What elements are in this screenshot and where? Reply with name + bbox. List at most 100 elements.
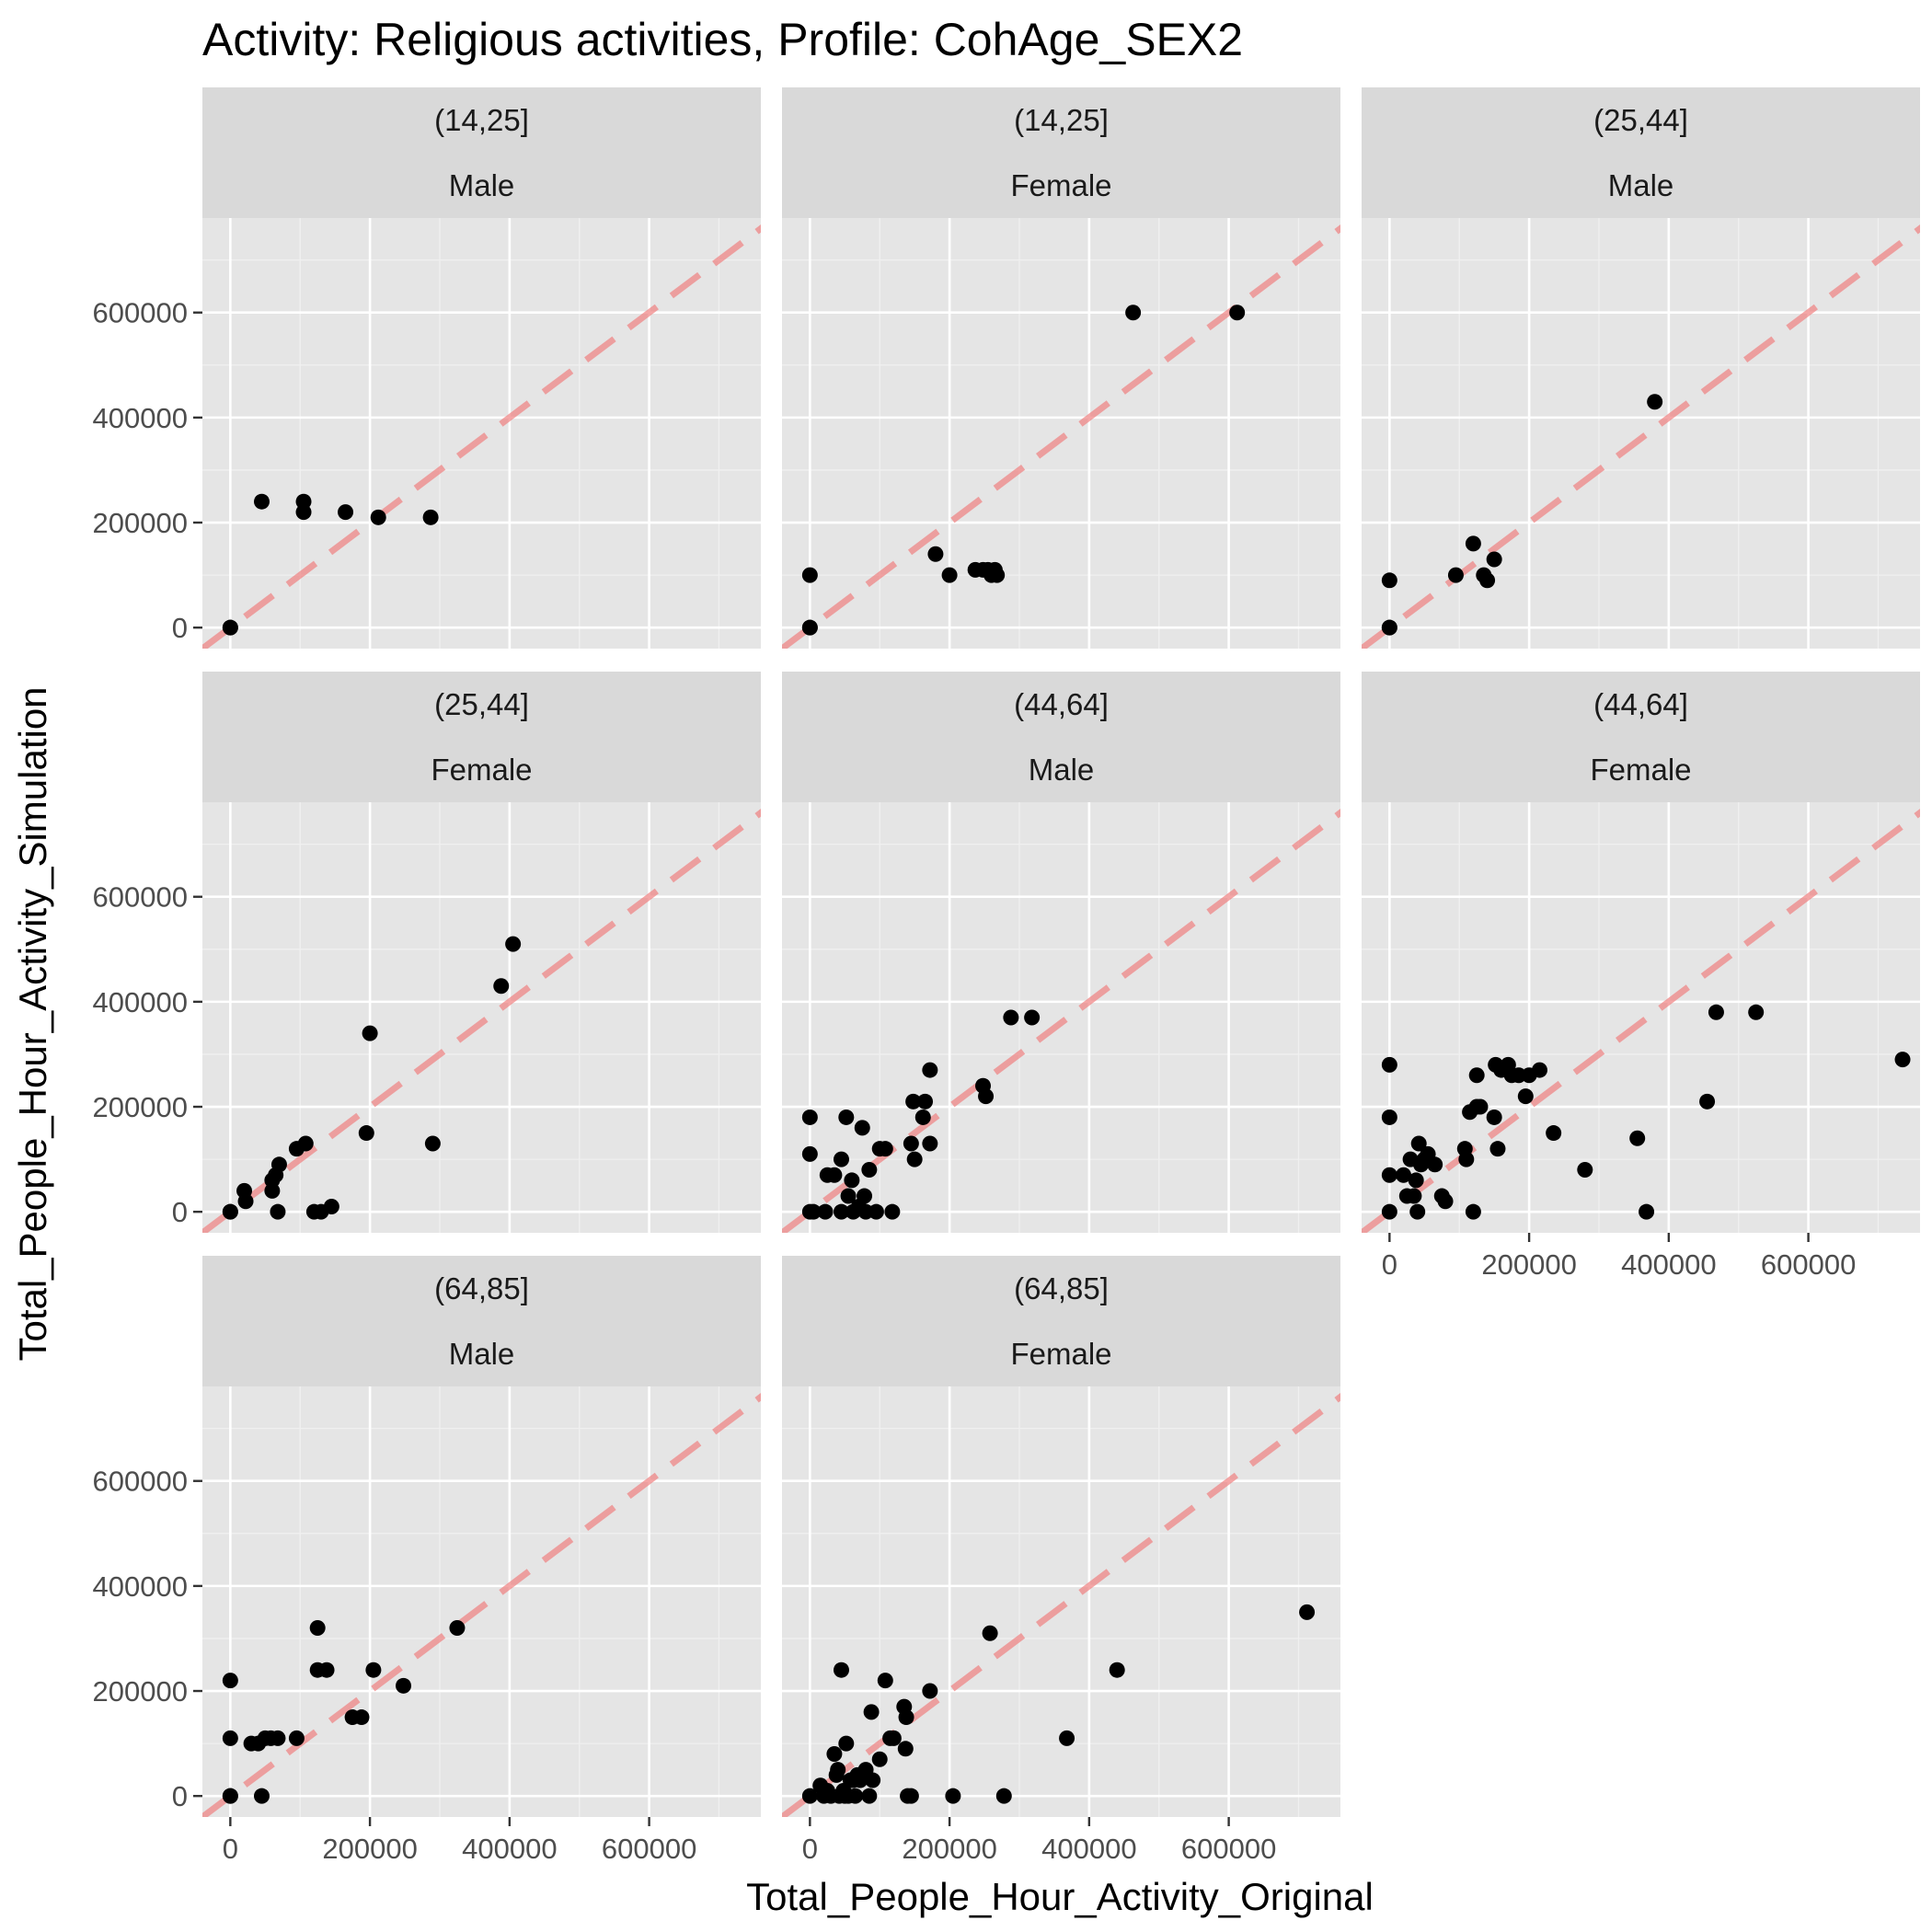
data-point	[1381, 619, 1397, 636]
panel-background	[1362, 802, 1920, 1233]
data-point	[1447, 567, 1464, 583]
data-point	[863, 1704, 880, 1720]
data-point	[982, 1625, 998, 1641]
x-tick-label: 200000	[1481, 1248, 1576, 1281]
data-point	[1489, 1141, 1506, 1157]
data-point	[1229, 305, 1246, 321]
data-point	[1465, 1203, 1481, 1220]
facet-strip	[202, 1256, 761, 1386]
data-point	[370, 509, 386, 525]
data-point	[1381, 1056, 1397, 1073]
x-tick-label: 600000	[1761, 1248, 1856, 1281]
data-point	[1479, 572, 1496, 589]
strip-label-sex: Female	[1010, 168, 1111, 202]
x-tick-label: 400000	[1041, 1833, 1136, 1865]
facet-64-85-male: (64,85] Male	[202, 1256, 761, 1817]
x-tick-label: 200000	[902, 1833, 996, 1865]
data-point	[309, 1620, 326, 1637]
data-point	[288, 1730, 305, 1746]
x-tick-label: 600000	[1181, 1833, 1276, 1865]
panel-background	[782, 218, 1340, 649]
data-point	[1647, 394, 1663, 410]
data-point	[1748, 1004, 1765, 1020]
data-point	[237, 1193, 254, 1210]
data-point	[847, 1788, 864, 1804]
data-point	[1894, 1052, 1911, 1068]
data-point	[861, 1162, 878, 1179]
data-point	[905, 1093, 922, 1110]
strip-label-age: (44,64]	[1593, 687, 1688, 721]
data-point	[844, 1172, 860, 1189]
data-point	[833, 1203, 849, 1220]
strip-label-age: (64,85]	[1014, 1271, 1109, 1305]
strip-label-age: (64,85]	[434, 1271, 529, 1305]
data-point	[989, 567, 1006, 583]
data-point	[838, 1735, 855, 1752]
data-point	[868, 1203, 884, 1220]
x-tick-label: 0	[1382, 1248, 1397, 1281]
data-point	[801, 567, 818, 583]
data-point	[449, 1620, 466, 1637]
x-tick-label: 400000	[462, 1833, 557, 1865]
facet-44-64-male: (44,64] Male	[782, 672, 1340, 1233]
data-point	[833, 1151, 849, 1167]
x-tick-label: 400000	[1621, 1248, 1716, 1281]
y-tick-label: 400000	[93, 986, 188, 1018]
data-point	[917, 1093, 934, 1110]
data-point	[885, 1730, 902, 1746]
strip-label-sex: Female	[1010, 1337, 1111, 1371]
data-point	[1427, 1156, 1443, 1173]
data-point	[1410, 1135, 1427, 1152]
data-point	[358, 1125, 374, 1142]
data-point	[253, 493, 270, 510]
facet-strip	[202, 672, 761, 802]
data-point	[801, 619, 818, 636]
panel-background	[1362, 218, 1920, 649]
strip-label-age: (14,25]	[434, 103, 529, 137]
data-point	[1486, 551, 1502, 568]
data-point	[801, 1109, 818, 1125]
data-point	[945, 1788, 961, 1804]
facet-14-25-male: (14,25] Male	[202, 87, 761, 649]
identity-reference-line	[1362, 809, 1920, 1233]
data-point	[1629, 1130, 1646, 1146]
panel-background	[782, 1386, 1340, 1817]
data-point	[914, 1109, 931, 1125]
data-point	[817, 1203, 834, 1220]
data-point	[903, 1135, 919, 1152]
data-point	[1699, 1093, 1716, 1110]
data-point	[338, 504, 354, 521]
data-point	[1003, 1009, 1019, 1026]
data-point	[222, 1730, 238, 1746]
identity-reference-line	[782, 224, 1340, 649]
data-point	[1381, 1203, 1397, 1220]
data-point	[826, 1167, 843, 1183]
data-point	[871, 1751, 888, 1767]
x-tick-label: 200000	[322, 1833, 417, 1865]
facet-strip	[1362, 87, 1920, 218]
data-point	[1381, 1167, 1397, 1183]
data-point	[222, 1673, 238, 1689]
data-point	[1546, 1125, 1562, 1142]
data-point	[1109, 1662, 1125, 1678]
chart-title: Activity: Religious activities, Profile:…	[202, 14, 1244, 65]
strip-label-sex: Male	[449, 1337, 515, 1371]
data-point	[838, 1109, 855, 1125]
data-point	[424, 1135, 441, 1152]
data-point	[270, 1156, 287, 1173]
data-point	[1577, 1162, 1593, 1179]
data-point	[857, 1188, 873, 1204]
data-point	[865, 1772, 881, 1788]
facet-strip	[1362, 672, 1920, 802]
data-point	[927, 546, 944, 562]
data-point	[222, 619, 238, 636]
data-point	[270, 1730, 286, 1746]
identity-reference-line	[782, 809, 1340, 1233]
data-point	[1472, 1098, 1489, 1115]
y-tick-label: 400000	[93, 402, 188, 434]
data-point	[840, 1188, 857, 1204]
facet-44-64-female: (44,64] Female	[1362, 672, 1920, 1233]
facet-strip	[202, 87, 761, 218]
identity-reference-line	[782, 1393, 1340, 1817]
